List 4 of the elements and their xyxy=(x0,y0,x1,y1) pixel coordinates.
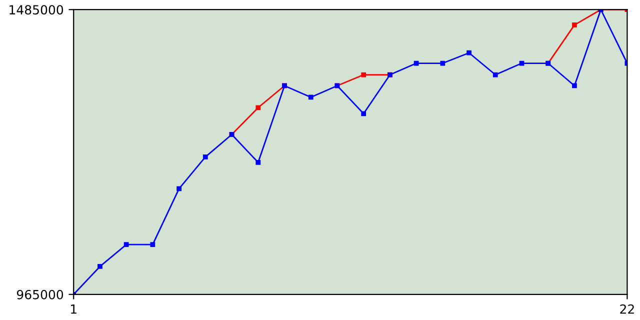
y-tick-label: 965000 xyxy=(16,290,64,300)
x-tick-label: 1 xyxy=(70,304,76,314)
y-tick-label: 1485000 xyxy=(10,5,64,15)
x-tick-label: 22 xyxy=(620,304,634,314)
